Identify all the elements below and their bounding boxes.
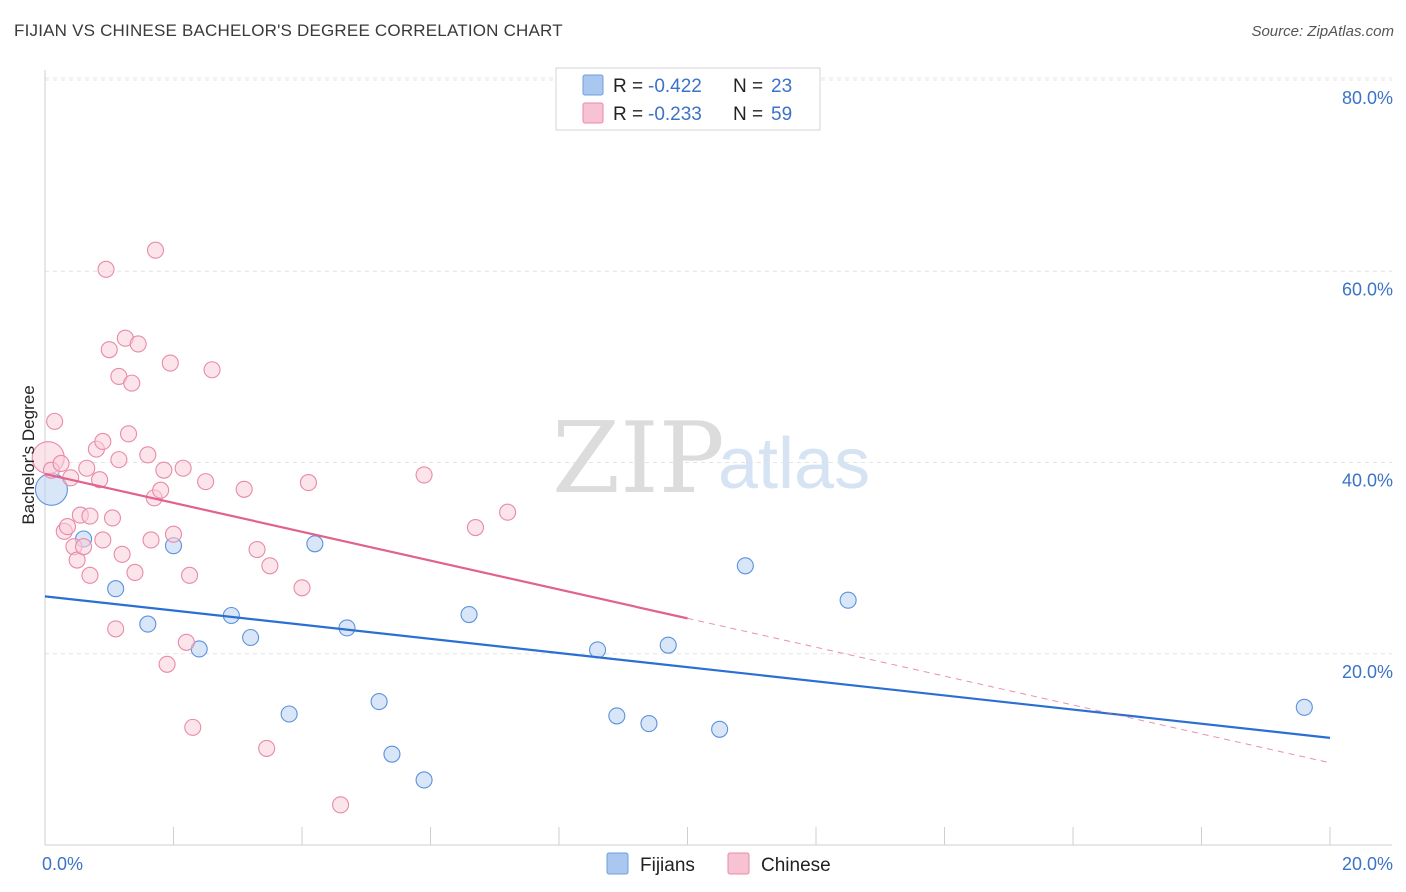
data-point-fijians xyxy=(608,707,626,725)
data-point-chinese xyxy=(158,655,176,673)
data-point-fijians xyxy=(711,720,729,738)
trend-line-fijians xyxy=(44,595,1331,739)
data-point-chinese xyxy=(75,538,93,556)
data-point-chinese xyxy=(81,507,99,525)
data-point-chinese xyxy=(466,518,485,537)
data-point-chinese xyxy=(499,503,517,521)
data-point-chinese xyxy=(293,579,311,597)
data-point-fijians xyxy=(242,628,260,647)
series-legend: Fijians Chinese xyxy=(606,852,831,876)
data-point-chinese xyxy=(123,374,141,392)
data-point-fijians xyxy=(139,615,157,633)
data-point-fijians xyxy=(280,705,298,723)
data-point-chinese xyxy=(258,739,276,757)
legend-n-label-chinese: N = xyxy=(733,104,763,125)
data-point-chinese xyxy=(139,446,157,464)
y-tick-label: 80.0% xyxy=(1342,88,1393,108)
x-tick-label: 0.0% xyxy=(42,854,83,874)
data-point-chinese xyxy=(184,718,202,736)
legend-n-value-chinese: 59 xyxy=(771,104,792,125)
trend-lines xyxy=(44,472,1331,764)
data-point-chinese xyxy=(58,518,77,536)
data-point-chinese xyxy=(94,531,112,549)
legend-r-value-chinese: -0.233 xyxy=(648,104,702,125)
data-point-chinese xyxy=(177,633,195,651)
x-tick-label: 20.0% xyxy=(1342,854,1393,874)
data-point-chinese xyxy=(94,432,112,451)
data-point-chinese xyxy=(142,531,160,549)
data-point-chinese xyxy=(203,361,221,379)
series-legend-swatch-chinese xyxy=(727,852,750,875)
data-point-chinese xyxy=(129,335,147,353)
y-axis-title: Bachelor's Degree xyxy=(19,385,38,524)
watermark: ZIP atlas xyxy=(552,402,870,516)
legend-swatch-chinese xyxy=(582,102,604,124)
data-point-chinese xyxy=(113,545,131,563)
data-point-chinese xyxy=(415,466,433,484)
data-point-fijians xyxy=(370,693,388,711)
data-point-chinese xyxy=(52,454,70,473)
data-point-chinese xyxy=(261,557,279,575)
data-point-fijians xyxy=(460,605,478,624)
data-point-chinese xyxy=(126,563,144,582)
data-point-fijians xyxy=(736,557,754,575)
watermark-zip: ZIP xyxy=(552,402,725,516)
data-point-fijians xyxy=(1295,698,1313,716)
data-point-chinese xyxy=(46,412,64,430)
data-point-fijians xyxy=(640,715,658,733)
data-point-chinese xyxy=(299,474,317,492)
data-point-chinese xyxy=(331,796,350,814)
legend-r-label-chinese: R = xyxy=(613,104,643,125)
data-point-chinese xyxy=(81,566,99,584)
data-point-chinese xyxy=(155,461,173,479)
series-legend-label-chinese: Chinese xyxy=(761,855,831,876)
legend-r-value-fijians: -0.422 xyxy=(648,76,702,97)
data-point-chinese xyxy=(197,473,215,491)
data-point-chinese xyxy=(78,459,96,477)
stats-legend: R = -0.422 N = 23 R = -0.233 N = 59 xyxy=(555,67,821,131)
data-point-chinese xyxy=(119,425,138,443)
data-point-chinese xyxy=(97,260,115,278)
legend-n-label-fijians: N = xyxy=(733,76,763,97)
chart-title: FIJIAN VS CHINESE BACHELOR'S DEGREE CORR… xyxy=(14,21,563,40)
data-point-chinese xyxy=(103,509,122,527)
watermark-atlas: atlas xyxy=(718,424,870,504)
tick-labels: 20.0% 40.0% 60.0% 80.0% 0.0% 20.0% xyxy=(42,88,1393,874)
data-points xyxy=(31,241,1313,814)
legend-r-label-fijians: R = xyxy=(613,76,643,97)
data-point-chinese xyxy=(100,341,118,359)
data-point-chinese xyxy=(91,471,109,489)
y-tick-label: 20.0% xyxy=(1342,662,1393,682)
data-point-chinese xyxy=(107,620,125,638)
legend-swatch-fijians xyxy=(582,74,604,96)
trend-line-extension-chinese xyxy=(687,617,1331,764)
data-point-chinese xyxy=(146,241,165,259)
data-point-fijians xyxy=(383,745,401,763)
data-point-chinese xyxy=(110,451,128,469)
series-legend-label-fijians: Fijians xyxy=(640,855,695,876)
y-tick-label: 60.0% xyxy=(1342,279,1393,299)
data-point-fijians xyxy=(659,636,677,654)
trend-line-chinese xyxy=(44,472,688,620)
data-point-fijians xyxy=(107,580,125,598)
data-point-chinese xyxy=(174,459,192,477)
data-point-fijians xyxy=(306,535,324,553)
data-point-chinese xyxy=(152,481,170,499)
data-point-chinese xyxy=(235,480,253,498)
y-tick-label: 40.0% xyxy=(1342,471,1393,491)
data-point-chinese xyxy=(161,354,179,372)
data-point-fijians xyxy=(839,591,857,609)
series-legend-swatch-fijians xyxy=(606,852,629,875)
legend-n-value-fijians: 23 xyxy=(771,76,792,97)
gridlines xyxy=(45,77,1392,655)
data-point-chinese xyxy=(164,525,183,543)
data-point-chinese xyxy=(181,566,199,584)
data-point-fijians xyxy=(415,771,433,789)
source-credit: Source: ZipAtlas.com xyxy=(1251,23,1394,40)
data-point-chinese xyxy=(248,540,266,559)
